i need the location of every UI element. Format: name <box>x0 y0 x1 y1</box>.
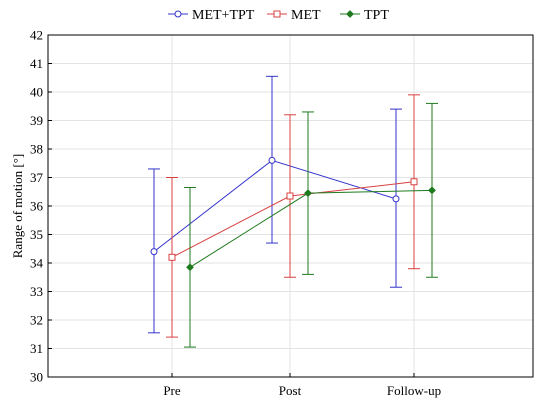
y-axis-label: Range of motion [°] <box>10 154 25 258</box>
legend-label: MET+TPT <box>192 8 255 23</box>
data-point <box>304 189 312 198</box>
y-axis: 30 31 32 33 34 35 36 37 38 39 40 41 42 <box>30 28 52 385</box>
y-tick-label: 36 <box>30 199 44 214</box>
y-tick-label: 30 <box>30 370 43 385</box>
x-axis: Pre Post Follow-up <box>163 373 441 398</box>
y-tick-label: 33 <box>30 284 43 299</box>
legend-entry: MET <box>267 8 321 23</box>
series-layer <box>148 75 438 348</box>
x-tick-label: Pre <box>163 383 181 398</box>
series-met <box>166 94 420 338</box>
data-point <box>268 156 276 164</box>
data-point <box>410 178 418 186</box>
y-tick-label: 34 <box>30 256 44 271</box>
y-tick-label: 42 <box>30 28 43 43</box>
data-point <box>150 248 158 256</box>
legend-entry: TPT <box>340 8 389 23</box>
data-point <box>392 195 400 203</box>
y-tick-label: 37 <box>30 170 44 185</box>
legend-marker <box>273 10 281 18</box>
chart-legend: MET+TPT MET TPT <box>168 8 389 23</box>
data-point <box>168 253 176 261</box>
data-point <box>186 263 194 272</box>
y-tick-label: 32 <box>30 313 43 328</box>
legend-label: MET <box>291 8 321 23</box>
legend-marker <box>346 10 354 18</box>
legend-entry: MET+TPT <box>168 8 255 23</box>
chart-grid <box>48 35 533 377</box>
y-tick-label: 39 <box>30 113 43 128</box>
legend-label: TPT <box>364 8 389 23</box>
series-tpt <box>184 102 438 348</box>
x-tick-label: Post <box>279 383 302 398</box>
y-tick-label: 38 <box>30 142 43 157</box>
data-point <box>428 186 436 195</box>
y-tick-label: 41 <box>30 56 43 71</box>
series-met-tpt <box>148 75 402 334</box>
y-tick-label: 40 <box>30 85 43 100</box>
data-point <box>286 192 294 200</box>
y-tick-label: 35 <box>30 227 43 242</box>
x-tick-label: Follow-up <box>387 383 441 398</box>
legend-marker <box>174 10 182 18</box>
y-tick-label: 31 <box>30 341 43 356</box>
